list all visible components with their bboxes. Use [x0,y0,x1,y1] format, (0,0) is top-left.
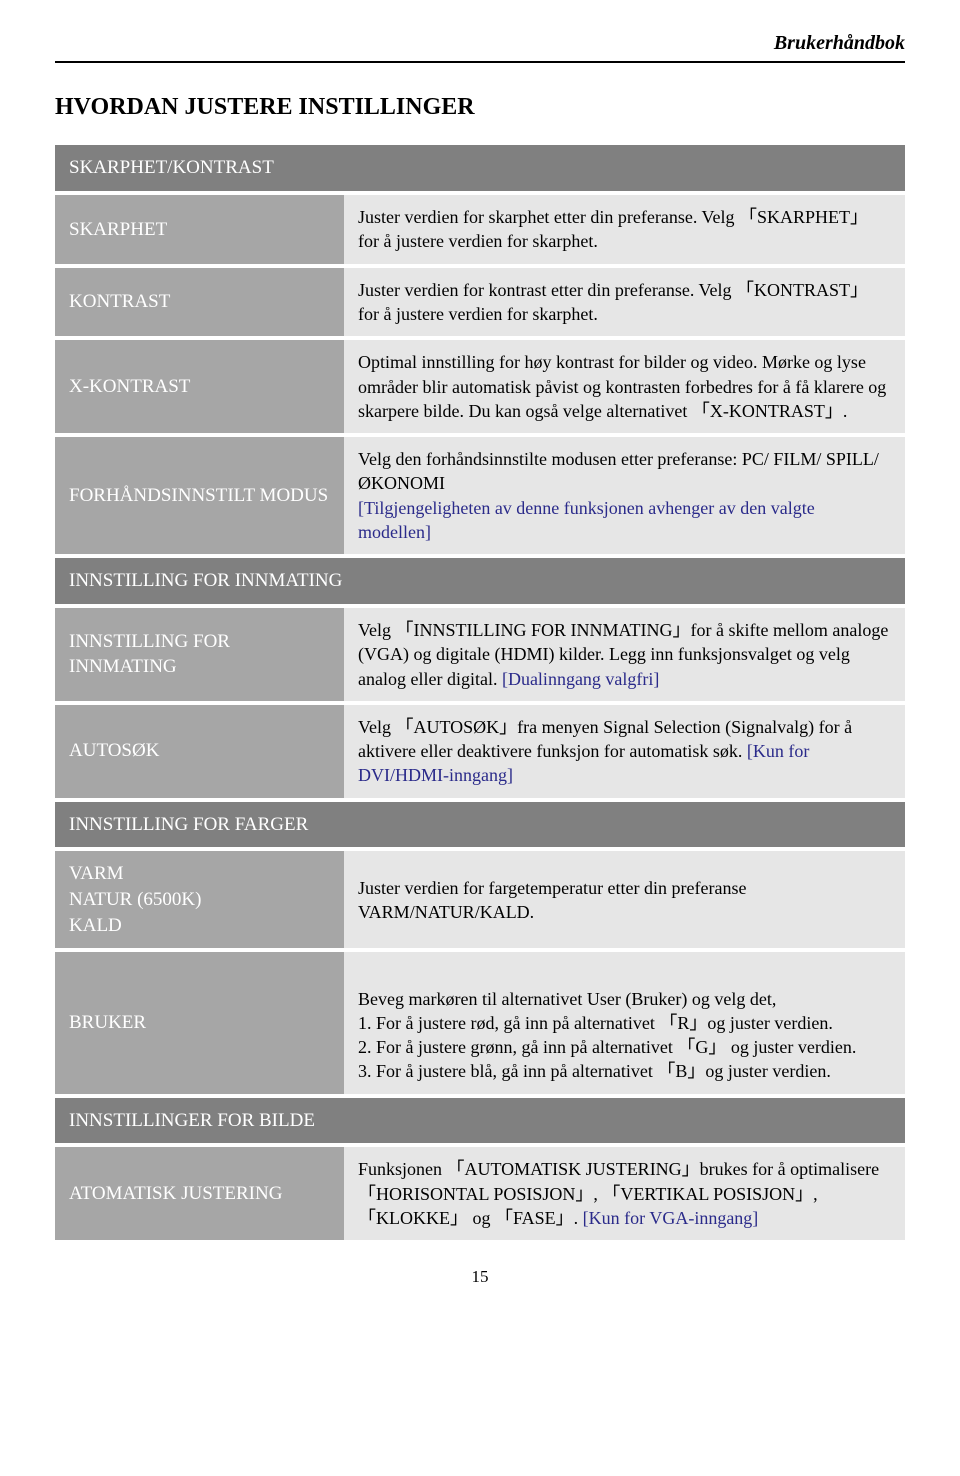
setting-desc: Juster verdien for kontrast etter din pr… [344,266,905,339]
page-container: Brukerhåndbok HVORDAN JUSTERE INSTILLING… [0,0,960,1309]
section-header: SKARPHET/KONTRAST [55,145,905,193]
setting-desc: Optimal innstilling for høy kontrast for… [344,338,905,435]
page-number: 15 [55,1266,905,1289]
header-rule: Brukerhåndbok [55,30,905,63]
section-header: INNSTILLING FOR FARGER [55,800,905,850]
table-row: VARM NATUR (6500K) KALD Juster verdien f… [55,849,905,950]
table-row: KONTRAST Juster verdien for kontrast ett… [55,266,905,339]
desc-text: Juster verdien for kontrast etter din pr… [358,280,868,324]
section-header: INNSTILLINGER FOR BILDE [55,1096,905,1146]
table-row: ATOMATISK JUSTERING Funksjonen 「AUTOMATI… [55,1145,905,1242]
section-header-row: INNSTILLING FOR INNMATING [55,556,905,606]
doc-title: Brukerhåndbok [55,30,905,61]
setting-label: VARM NATUR (6500K) KALD [55,849,344,950]
setting-desc: Velg 「AUTOSØK」fra menyen Signal Selectio… [344,703,905,800]
desc-note: [Dualinngang valgfri] [502,669,659,689]
desc-note: [Kun for VGA-inngang] [583,1208,759,1228]
section-header-row: INNSTILLINGER FOR BILDE [55,1096,905,1146]
main-heading: HVORDAN JUSTERE INSTILLINGER [55,91,905,123]
section-header: INNSTILLING FOR INNMATING [55,556,905,606]
table-row: BRUKER Beveg markøren til alternativet U… [55,950,905,1095]
setting-label: FORHÅNDSINNSTILT MODUS [55,435,344,556]
setting-label: AUTOSØK [55,703,344,800]
setting-desc: Funksjonen 「AUTOMATISK JUSTERING」brukes … [344,1145,905,1242]
table-row: SKARPHET Juster verdien for skarphet ett… [55,193,905,266]
desc-text: Velg den forhåndsinnstilte modusen etter… [358,449,879,493]
desc-note: [Tilgjengeligheten av denne funksjonen a… [358,498,815,542]
section-header-row: SKARPHET/KONTRAST [55,145,905,193]
table-row: AUTOSØK Velg 「AUTOSØK」fra menyen Signal … [55,703,905,800]
setting-label: ATOMATISK JUSTERING [55,1145,344,1242]
setting-label: SKARPHET [55,193,344,266]
table-row: X-KONTRAST Optimal innstilling for høy k… [55,338,905,435]
settings-table: SKARPHET/KONTRAST SKARPHET Juster verdie… [55,145,905,1244]
table-row: FORHÅNDSINNSTILT MODUS Velg den forhånds… [55,435,905,556]
desc-text: Beveg markøren til alternativet User (Br… [358,989,856,1082]
desc-text: Juster verdien for fargetemperatur etter… [358,878,746,922]
setting-desc: Beveg markøren til alternativet User (Br… [344,950,905,1095]
setting-desc: Velg den forhåndsinnstilte modusen etter… [344,435,905,556]
desc-text: Juster verdien for skarphet etter din pr… [358,207,868,251]
desc-text: Optimal innstilling for høy kontrast for… [358,352,886,421]
setting-desc: Juster verdien for skarphet etter din pr… [344,193,905,266]
table-row: INNSTILLING FOR INNMATING Velg 「INNSTILL… [55,606,905,703]
section-header-row: INNSTILLING FOR FARGER [55,800,905,850]
setting-desc: Velg 「INNSTILLING FOR INNMATING」for å sk… [344,606,905,703]
setting-label: KONTRAST [55,266,344,339]
setting-label: INNSTILLING FOR INNMATING [55,606,344,703]
setting-label: X-KONTRAST [55,338,344,435]
setting-label: BRUKER [55,950,344,1095]
setting-desc: Juster verdien for fargetemperatur etter… [344,849,905,950]
